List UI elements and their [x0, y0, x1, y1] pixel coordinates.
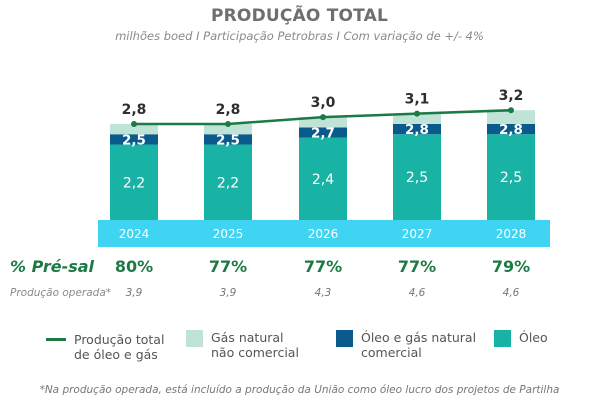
x-tick-label: 2024	[119, 227, 150, 241]
total-production-point	[414, 110, 420, 117]
chart-title: PRODUÇÃO TOTAL	[210, 6, 389, 26]
bar-segment-1	[487, 123, 535, 135]
legend-item-gas-nao-comercial: Gás natural não comercial	[186, 330, 306, 360]
bar-segment-0	[204, 144, 252, 220]
producao-operada-value: 4,3	[314, 287, 332, 299]
total-production-point	[131, 120, 137, 127]
bar-segment-0	[299, 137, 347, 220]
legend-label: Gás natural não comercial	[211, 330, 299, 360]
total-label: 3,2	[499, 88, 524, 104]
x-tick-label: 2025	[213, 227, 244, 241]
bar-label-oleo: 2,2	[217, 175, 239, 191]
presal-value: 77%	[303, 257, 343, 276]
bar-label-oleo-gas-comercial: 2,5	[122, 132, 146, 148]
presal-value: 79%	[491, 257, 531, 276]
legend-label: Óleo	[519, 330, 548, 345]
total-production-point	[225, 120, 231, 127]
legend-swatch	[494, 330, 511, 347]
total-production-point	[320, 114, 326, 121]
bar-segment-1	[204, 134, 252, 145]
x-tick-label: 2028	[496, 227, 527, 241]
bar-segment-0	[487, 134, 535, 220]
total-label: 2,8	[122, 102, 147, 118]
presal-label: % Pré-sal	[10, 257, 95, 276]
category-axis-band	[98, 220, 550, 247]
stacked-bar-chart: 2024 2025 2026 2027 2028 2,2 2,5 2,2 2,5 2,4 2,7 2,…	[98, 88, 550, 247]
bar-segment-2	[487, 110, 535, 124]
bar-segment-2	[299, 117, 347, 128]
total-label: 3,1	[405, 92, 430, 108]
total-production-point	[508, 107, 514, 114]
x-tick-label: 2027	[402, 227, 433, 241]
bar-segment-0	[393, 134, 441, 220]
bar-segment-1	[110, 134, 158, 145]
legend-item-oleo: Óleo	[494, 330, 579, 347]
bar-label-oleo: 2,4	[312, 172, 334, 188]
presal-value: 80%	[114, 257, 154, 276]
bar-label-oleo-gas-comercial: 2,8	[499, 122, 523, 138]
legend-label: Óleo e gás natural comercial	[361, 330, 477, 360]
legend-item-oleo-gas-comercial: Óleo e gás natural comercial	[336, 330, 481, 360]
producao-operada-value: 4,6	[502, 287, 520, 299]
total-label: 3,0	[311, 95, 336, 111]
bar-label-oleo-gas-comercial: 2,8	[405, 122, 429, 138]
bar-label-oleo: 2,2	[123, 175, 145, 191]
bar-label-oleo-gas-comercial: 2,5	[216, 132, 240, 148]
bar-label-oleo: 2,5	[406, 170, 428, 186]
bar-label-oleo: 2,5	[500, 170, 522, 186]
producao-operada-label: Produção operada*	[10, 287, 112, 299]
presal-value: 77%	[208, 257, 248, 276]
producao-operada-value: 3,9	[125, 287, 143, 299]
chart-subtitle: milhões boed I Participação Petrobras I …	[115, 29, 484, 43]
bar-segment-2	[393, 113, 441, 124]
bar-segment-2	[204, 123, 252, 135]
legend-swatch	[186, 330, 203, 347]
bar-segment-2	[110, 123, 158, 135]
legend-label: Produção total de óleo e gás	[74, 332, 165, 362]
x-tick-label: 2026	[308, 227, 339, 241]
legend-line-swatch	[46, 338, 66, 341]
bar-label-oleo-gas-comercial: 2,7	[311, 126, 335, 142]
producao-operada-value: 3,9	[219, 287, 237, 299]
bar-segment-1	[299, 127, 347, 138]
bar-segment-0	[110, 144, 158, 220]
footnote: *Na produção operada, está incluído a pr…	[39, 384, 560, 396]
producao-operada-value: 4,6	[408, 287, 426, 299]
bar-segment-1	[393, 123, 441, 135]
presal-value: 77%	[397, 257, 437, 276]
total-label: 2,8	[216, 102, 241, 118]
legend-item-producao-total: Produção total de óleo e gás	[46, 332, 184, 362]
legend-swatch	[336, 330, 353, 347]
